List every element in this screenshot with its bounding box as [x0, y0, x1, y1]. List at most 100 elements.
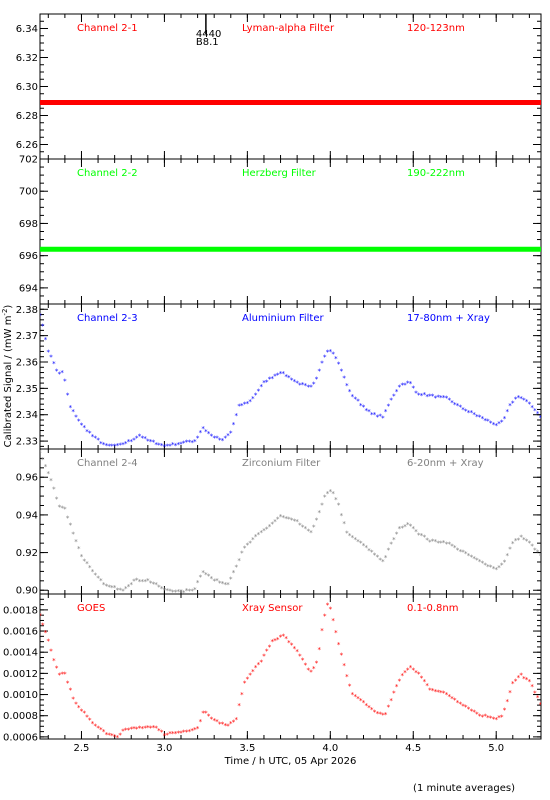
data-point: * — [212, 577, 216, 585]
data-point: * — [389, 540, 393, 548]
data-point: * — [367, 704, 371, 712]
data-point: * — [378, 556, 382, 564]
data-point: * — [201, 569, 205, 577]
data-point: * — [351, 534, 355, 542]
data-point: * — [88, 564, 92, 572]
data-point: * — [384, 554, 388, 562]
data-point: * — [378, 412, 382, 420]
data-point: * — [334, 355, 338, 363]
data-point: * — [478, 558, 482, 566]
data-point: * — [387, 403, 391, 411]
data-point: * — [381, 414, 385, 422]
data-point: * — [47, 638, 51, 646]
data-point: * — [395, 388, 399, 396]
data-point: * — [102, 441, 106, 449]
data-point: * — [52, 360, 56, 368]
data-point: * — [107, 443, 111, 451]
data-point: * — [232, 569, 236, 577]
data-point: * — [182, 589, 186, 597]
data-point: * — [199, 718, 203, 726]
data-point: * — [348, 532, 352, 540]
data-point: * — [353, 396, 357, 404]
data-point: * — [295, 379, 299, 387]
data-point: * — [425, 537, 429, 545]
data-point: * — [398, 525, 402, 533]
data-point: * — [506, 408, 510, 416]
data-point: * — [188, 728, 192, 736]
data-point: * — [138, 432, 142, 440]
data-point: * — [417, 670, 421, 678]
data-point: * — [232, 718, 236, 726]
data-point: * — [204, 428, 208, 436]
data-point: * — [309, 529, 313, 537]
data-point: * — [492, 421, 496, 429]
data-point: * — [248, 539, 252, 547]
data-point: * — [298, 521, 302, 529]
data-point: * — [345, 530, 349, 538]
data-point: * — [240, 691, 244, 699]
data-point: * — [298, 653, 302, 661]
data-point: * — [464, 550, 468, 558]
data-point: * — [412, 384, 416, 392]
y-tick-label: 2.38 — [16, 305, 38, 316]
data-point: * — [362, 404, 366, 412]
panel-frame — [39, 13, 542, 160]
data-point: * — [44, 463, 48, 471]
event-label: 4440 — [196, 29, 221, 40]
data-point: * — [365, 407, 369, 415]
channel-label: Channel 2-2 — [77, 168, 138, 179]
data-point: * — [63, 506, 67, 514]
data-point: * — [298, 381, 302, 389]
data-point: * — [160, 442, 164, 450]
data-point: * — [481, 415, 485, 423]
y-tick-label: 2.37 — [16, 331, 38, 342]
y-tick-label: 698 — [19, 219, 38, 230]
data-point: * — [461, 702, 465, 710]
data-point: * — [331, 617, 335, 625]
data-point: * — [486, 714, 490, 722]
data-point: * — [160, 729, 164, 737]
data-point: * — [129, 581, 133, 589]
data-point: * — [400, 672, 404, 680]
data-point: * — [154, 441, 158, 449]
data-point: * — [165, 443, 169, 451]
data-point: * — [193, 726, 197, 734]
data-point: * — [406, 380, 410, 388]
data-point: * — [381, 712, 385, 720]
data-point: * — [365, 544, 369, 552]
data-point: * — [528, 539, 532, 547]
data-point: * — [143, 578, 147, 586]
filter-label: Lyman-alpha Filter — [242, 23, 335, 34]
data-point: * — [494, 422, 498, 430]
data-point: * — [235, 716, 239, 724]
data-point: * — [530, 542, 534, 550]
data-point: * — [500, 419, 504, 427]
data-point: * — [312, 381, 316, 389]
data-point: * — [257, 387, 261, 395]
data-point: * — [414, 389, 418, 397]
data-point: * — [519, 672, 523, 680]
data-point: * — [342, 520, 346, 528]
data-point: * — [226, 723, 230, 731]
data-point: * — [207, 430, 211, 438]
y-tick-label: 0.0016 — [3, 627, 38, 638]
data-point: * — [215, 434, 219, 442]
data-point: * — [124, 440, 128, 448]
data-point: * — [392, 392, 396, 400]
data-point: * — [439, 394, 443, 402]
data-point: * — [376, 710, 380, 718]
data-point: * — [215, 577, 219, 585]
data-point: * — [387, 546, 391, 554]
y-tick-label: 696 — [19, 251, 38, 262]
data-point: * — [414, 669, 418, 677]
data-point: * — [71, 531, 75, 539]
y-tick-label: 700 — [19, 187, 38, 198]
x-tick-label: 4.0 — [322, 743, 338, 754]
data-point: * — [320, 627, 324, 635]
data-point: * — [326, 348, 330, 356]
data-point: * — [519, 395, 523, 403]
data-point: * — [279, 634, 283, 642]
data-point: * — [503, 558, 507, 566]
y-tick-label: 2.35 — [16, 384, 38, 395]
data-point: * — [174, 442, 178, 450]
